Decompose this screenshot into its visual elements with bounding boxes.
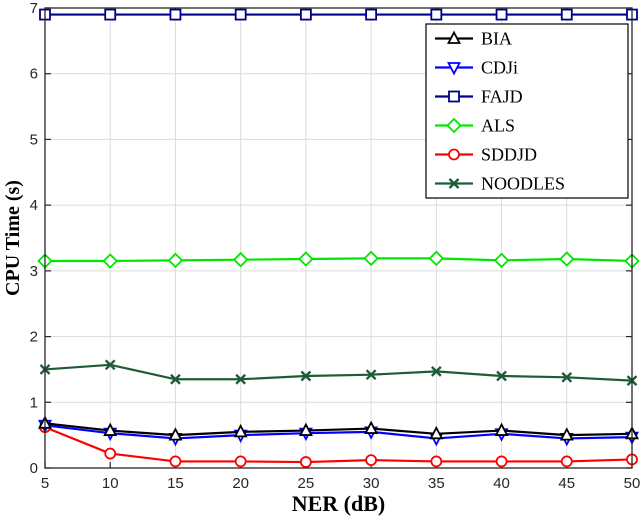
circle-marker: [448, 148, 460, 161]
triangle-up-marker: [429, 425, 444, 440]
legend-label: BIA: [481, 29, 512, 49]
legend-label: NOODLES: [481, 174, 565, 194]
x-tick-label: 30: [363, 475, 380, 492]
diamond-marker: [428, 250, 445, 267]
series-NOODLES: [39, 359, 638, 386]
x-marker: [300, 370, 312, 382]
circle-marker: [299, 456, 312, 468]
x-tick-label: 50: [624, 475, 640, 492]
legend-label: SDDJD: [481, 145, 537, 165]
series-line: [44, 422, 633, 437]
y-tick-label: 6: [30, 66, 38, 83]
circle-marker: [365, 454, 378, 467]
legend-box: [425, 23, 629, 199]
circle-marker: [169, 455, 182, 468]
x-tick-label: 20: [232, 475, 249, 492]
x-marker: [496, 370, 507, 382]
circle-marker: [495, 455, 508, 468]
series-line: [44, 426, 633, 464]
circle-marker: [560, 455, 573, 468]
diamond-marker: [493, 252, 510, 269]
square-marker: [234, 8, 247, 21]
legend-entry-ALS: ALS: [435, 116, 515, 136]
series-ALS: [37, 250, 640, 269]
x-marker: [430, 366, 442, 377]
series-line: [44, 363, 633, 382]
series-line: [45, 257, 633, 263]
x-marker: [104, 359, 116, 371]
x-tick-label: 40: [493, 475, 510, 492]
diamond-marker: [102, 253, 118, 269]
x-marker: [561, 371, 573, 383]
triangle-up-marker: [233, 423, 248, 438]
x-tick-label: 35: [428, 475, 445, 492]
y-tick-label: 4: [30, 197, 38, 214]
y-tick-label: 3: [30, 263, 38, 280]
y-axis-label: CPU Time (s): [2, 180, 24, 296]
x-tick-label: 45: [558, 475, 575, 492]
circle-marker: [104, 447, 117, 460]
triangle-up-marker: [494, 422, 509, 436]
diamond-marker: [298, 251, 314, 267]
legend-entry-SDDJD: SDDJD: [435, 145, 537, 165]
legend-entry-NOODLES: NOODLES: [435, 174, 565, 194]
series-line: [44, 424, 633, 440]
triangle-up-marker: [447, 30, 461, 44]
legend-label: FAJD: [481, 87, 523, 107]
series-BIA: [38, 415, 639, 441]
square-marker: [299, 8, 312, 21]
diamond-marker: [232, 251, 249, 268]
diamond-marker: [167, 252, 184, 269]
square-marker: [448, 90, 460, 103]
triangle-up-marker: [559, 427, 574, 441]
legend-entry-CDJi: CDJi: [435, 58, 518, 78]
y-tick-label: 7: [30, 0, 38, 17]
x-marker: [448, 178, 460, 189]
axes-box: [44, 7, 633, 469]
square-marker: [430, 8, 443, 21]
triangle-up-marker: [298, 422, 313, 436]
x-tick-label: 25: [298, 475, 315, 492]
x-tick-label: 5: [41, 475, 49, 492]
square-marker: [560, 8, 573, 21]
diamond-marker: [446, 117, 462, 134]
x-marker: [170, 373, 181, 385]
legend-label: ALS: [481, 116, 515, 136]
triangle-up-marker: [103, 422, 118, 436]
x-marker: [235, 373, 247, 385]
diamond-marker: [559, 251, 575, 267]
x-tick-label: 10: [102, 475, 119, 492]
triangle-up-marker: [168, 427, 183, 441]
circle-marker: [234, 455, 247, 468]
square-marker: [495, 8, 508, 21]
legend-entry-FAJD: FAJD: [435, 87, 523, 107]
triangle-down-marker: [447, 62, 461, 76]
x-tick-label: 15: [167, 475, 184, 492]
legend: BIA CDJi FAJD ALS SDDJD NOODLES: [425, 23, 629, 199]
circle-marker: [430, 455, 443, 468]
legend-entry-BIA: BIA: [435, 29, 512, 49]
y-tick-label: 5: [30, 131, 38, 148]
x-marker: [365, 369, 377, 381]
square-marker: [169, 8, 182, 21]
x-axis-label: NER (dB): [291, 491, 386, 516]
square-marker: [365, 8, 378, 21]
y-tick-label: 0: [30, 460, 38, 477]
y-tick-label: 2: [30, 329, 38, 346]
y-tick-label: 1: [30, 394, 38, 411]
triangle-up-marker: [364, 420, 379, 434]
legend-label: CDJi: [481, 58, 518, 78]
square-marker: [104, 8, 117, 21]
diamond-marker: [363, 250, 379, 267]
